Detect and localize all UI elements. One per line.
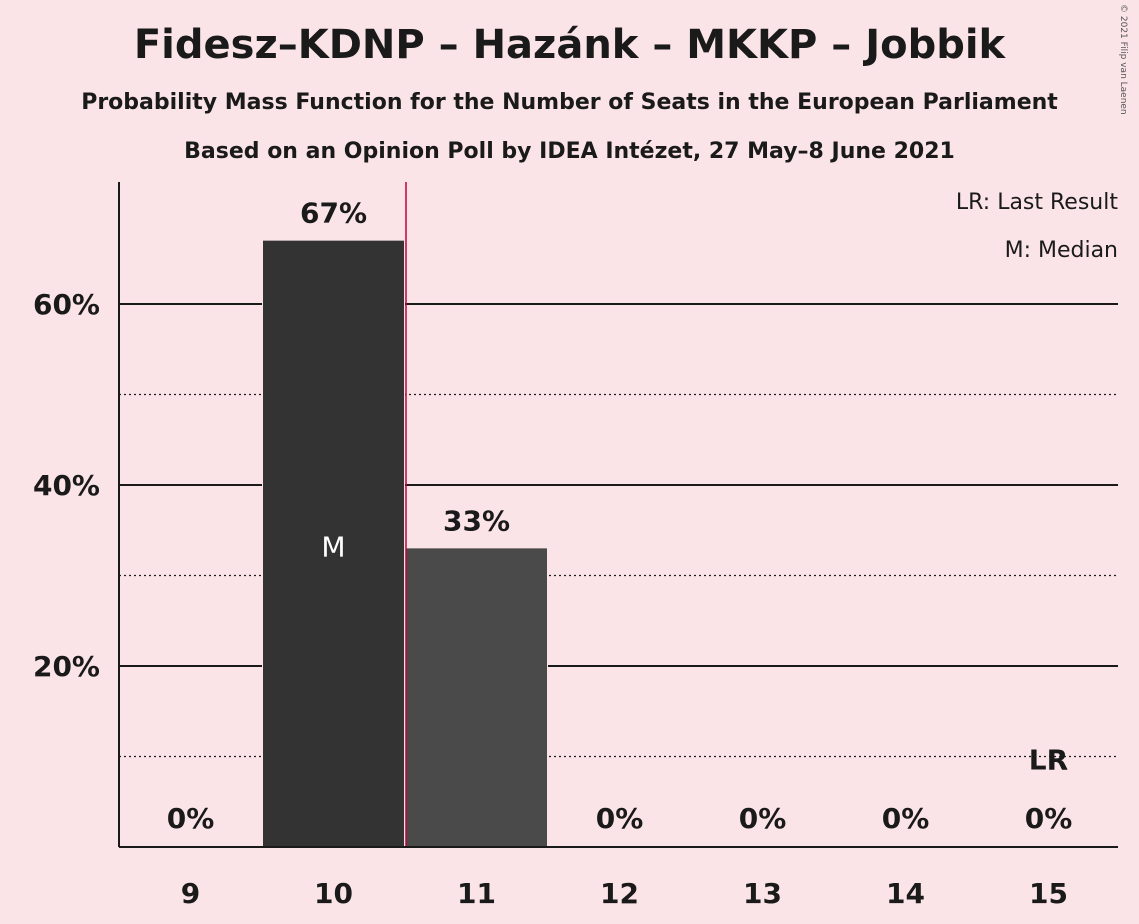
- labels: 20% 40% 60% 0% 9 67% 10 33% 11 0% 12 0% 13 0% 14 0% 15 M L…: [33, 197, 1072, 910]
- x-tick-label: 13: [743, 877, 782, 910]
- y-tick-label: 60%: [33, 288, 100, 321]
- bar-value-label: 0%: [167, 802, 215, 835]
- x-tick-label: 15: [1029, 877, 1068, 910]
- bar-value-label: 0%: [882, 802, 930, 835]
- x-tick-label: 9: [181, 877, 200, 910]
- y-tick-label: 40%: [33, 469, 100, 502]
- x-tick-label: 10: [314, 877, 353, 910]
- x-tick-label: 12: [600, 877, 639, 910]
- x-tick-label: 11: [457, 877, 496, 910]
- bar-value-label: 0%: [596, 802, 644, 835]
- bar: [263, 240, 404, 847]
- bar: [406, 548, 547, 847]
- chart-source-line: Based on an Opinion Poll by IDEA Intézet…: [184, 139, 955, 164]
- bars: [262, 240, 548, 847]
- bar-value-label: 33%: [443, 504, 510, 537]
- legend-median: M: Median: [1005, 238, 1118, 263]
- bar-value-label: 67%: [300, 197, 367, 230]
- y-tick-label: 20%: [33, 650, 100, 683]
- legend-last-result: LR: Last Result: [956, 190, 1118, 215]
- chart-title: Fidesz–KDNP – Hazánk – MKKP – Jobbik: [133, 22, 1006, 68]
- bar-value-label: 0%: [739, 802, 787, 835]
- bar-value-label: 0%: [1025, 802, 1073, 835]
- last-result-marker: LR: [1029, 744, 1068, 777]
- median-marker: M: [321, 530, 345, 563]
- chart-subtitle: Probability Mass Function for the Number…: [81, 90, 1058, 115]
- axes: [118, 182, 1118, 848]
- x-tick-label: 14: [886, 877, 925, 910]
